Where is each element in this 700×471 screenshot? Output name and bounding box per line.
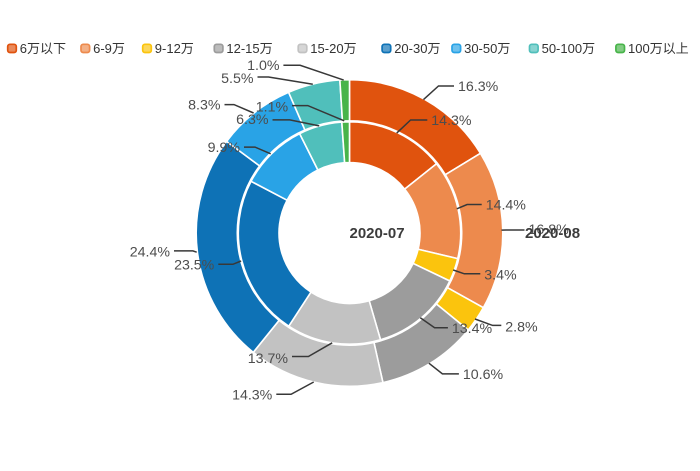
svg-text:20-30: 20-30 [394,41,427,56]
svg-text:9.9%: 9.9% [208,140,241,156]
svg-text:14.3%: 14.3% [431,113,472,129]
svg-text:24.4%: 24.4% [130,244,171,260]
svg-text:9-12: 9-12 [155,41,181,56]
svg-text:2.8%: 2.8% [505,320,538,336]
svg-text:1.0%: 1.0% [247,58,280,74]
svg-text:15-20: 15-20 [310,41,343,56]
svg-text:14.3%: 14.3% [232,387,273,403]
svg-text:1.1%: 1.1% [256,100,289,116]
svg-text:5.5%: 5.5% [221,71,254,87]
svg-text:50-100: 50-100 [542,41,582,56]
svg-text:12-15: 12-15 [226,41,259,56]
svg-text:30-50: 30-50 [464,41,497,56]
svg-text:13.4%: 13.4% [452,321,493,337]
svg-text:2020-07: 2020-07 [350,225,405,242]
svg-text:2020-08: 2020-08 [525,225,580,242]
svg-text:13.7%: 13.7% [248,351,289,367]
svg-text:3.4%: 3.4% [484,267,517,283]
svg-text:16.8%: 16.8% [529,222,570,238]
svg-text:14.4%: 14.4% [486,198,527,214]
svg-text:6: 6 [20,41,27,56]
svg-text:16.3%: 16.3% [458,79,499,95]
svg-text:6.3%: 6.3% [236,112,269,128]
svg-text:8.3%: 8.3% [188,98,221,114]
svg-text:10.6%: 10.6% [463,367,504,383]
svg-text:23.5%: 23.5% [174,257,215,273]
svg-text:6-9: 6-9 [93,41,112,56]
svg-text:100: 100 [628,41,650,56]
